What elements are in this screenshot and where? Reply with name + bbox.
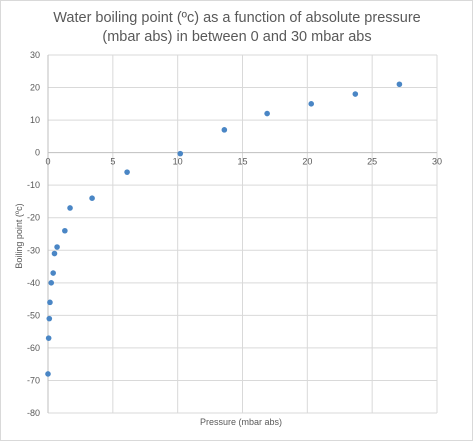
x-tick-label: 25 bbox=[367, 157, 377, 167]
data-point bbox=[51, 250, 58, 257]
data-point bbox=[89, 195, 95, 201]
x-tick-label: 30 bbox=[432, 157, 442, 167]
x-tick-label: 5 bbox=[110, 157, 115, 167]
tick-labels: 0 5 10 15 20 25 30 30 20 10 0 -10 -20 -30 -40 -50 -60 -70… bbox=[27, 50, 442, 418]
data-point bbox=[47, 299, 53, 306]
grid-lines bbox=[48, 54, 438, 414]
chart-title-line-2: (mbar abs) in between 0 and 30 mbar abs bbox=[102, 29, 372, 45]
y-tick-label: 30 bbox=[30, 50, 40, 60]
data-point bbox=[50, 270, 56, 276]
data-point bbox=[221, 127, 228, 133]
data-point bbox=[177, 150, 184, 157]
data-point bbox=[124, 169, 130, 175]
data-point bbox=[396, 81, 403, 88]
data-point bbox=[45, 335, 52, 341]
x-tick-label: 20 bbox=[302, 157, 312, 167]
axes bbox=[47, 55, 437, 413]
data-point bbox=[67, 205, 73, 211]
y-tick-label: -30 bbox=[27, 245, 40, 255]
y-tick-label: -20 bbox=[27, 213, 40, 223]
x-tick-label: 0 bbox=[45, 157, 50, 167]
data-points bbox=[45, 81, 403, 377]
data-point bbox=[54, 244, 60, 250]
data-point bbox=[264, 110, 270, 117]
y-tick-label: -70 bbox=[27, 375, 40, 385]
y-tick-label: -80 bbox=[27, 408, 40, 418]
x-tick-label: 15 bbox=[237, 157, 247, 167]
y-axis-label: Boiling point (ºc) bbox=[14, 203, 24, 268]
data-point bbox=[308, 101, 315, 107]
x-axis-label: Pressure (mbar abs) bbox=[200, 417, 282, 427]
data-point bbox=[48, 280, 55, 286]
chart-title-line-1: Water boiling point (ºc) as a function o… bbox=[53, 10, 421, 26]
data-point bbox=[46, 315, 53, 322]
y-tick-label: -60 bbox=[27, 343, 40, 353]
y-tick-label: -50 bbox=[27, 310, 40, 320]
x-tick-label: 10 bbox=[173, 157, 183, 167]
y-tick-label: -10 bbox=[27, 180, 40, 190]
data-point bbox=[352, 91, 359, 97]
y-tick-label: -40 bbox=[27, 278, 40, 288]
y-tick-label: 10 bbox=[30, 115, 40, 125]
y-tick-label: 20 bbox=[30, 83, 40, 93]
y-tick-label: 0 bbox=[35, 148, 40, 158]
data-point bbox=[62, 227, 68, 234]
data-point bbox=[45, 371, 51, 377]
chart-title: Water boiling point (ºc) as a function o… bbox=[0, 9, 474, 47]
